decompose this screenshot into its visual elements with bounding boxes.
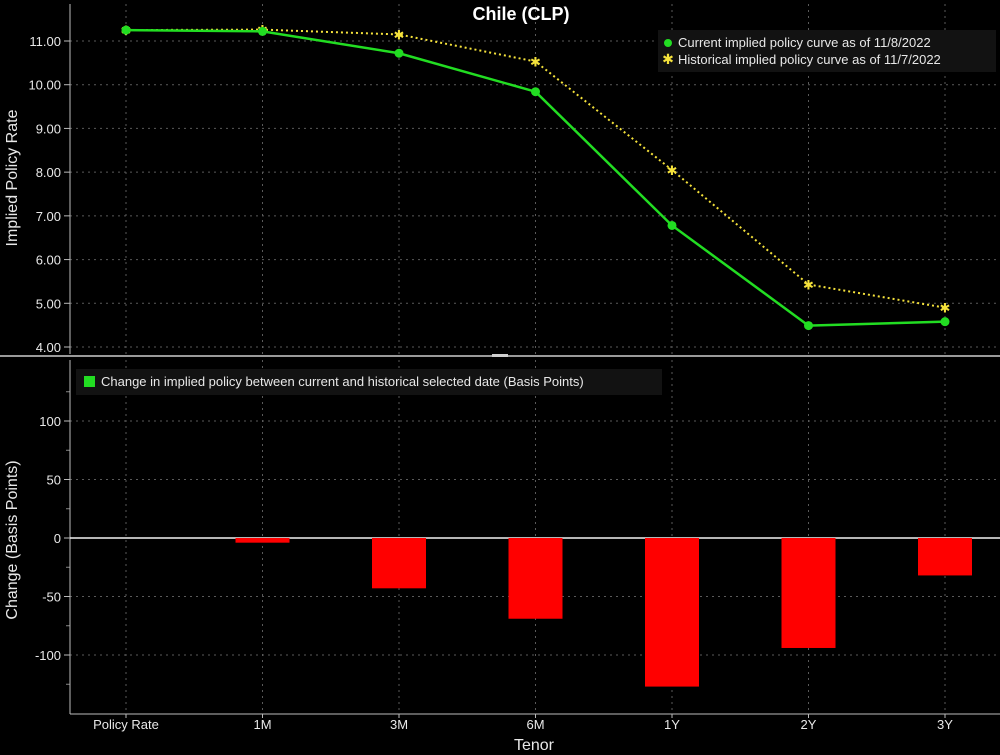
panel-divider-handle[interactable]: [492, 354, 508, 357]
top-y-axis-label: Implied Policy Rate: [4, 109, 21, 246]
legend-marker-change: [84, 376, 95, 387]
legend-label-change: Change in implied policy between current…: [101, 374, 584, 389]
point-historical: ✱: [667, 164, 678, 179]
point-historical: ✱: [803, 278, 814, 293]
top-y-tick-label: 5.00: [36, 296, 61, 311]
bottom-y-ticks: 100 50 0 -50 -100: [35, 360, 71, 714]
top-legend-box: [658, 30, 996, 72]
bottom-y-tick-label: 0: [54, 531, 61, 546]
top-legend: Current implied policy curve as of 11/8/…: [658, 30, 996, 72]
top-y-ticks: 11.00 10.00 9.00 8.00 7.00 6.00 5.00 4.00: [28, 4, 71, 355]
x-tick-label: 1Y: [664, 717, 680, 732]
x-tick-label: 3M: [390, 717, 408, 732]
top-y-tick-label: 8.00: [36, 165, 61, 180]
x-tick-label: 2Y: [801, 717, 817, 732]
bar: [645, 538, 699, 687]
top-y-tick-label: 6.00: [36, 253, 61, 268]
point-current: [258, 26, 267, 36]
x-axis-label: Tenor: [514, 737, 555, 754]
top-y-tick-label: 9.00: [36, 121, 61, 136]
point-historical: ✱: [530, 56, 541, 71]
bar: [235, 538, 290, 543]
point-historical: ✱: [394, 28, 405, 43]
x-tick-label: Policy Rate: [93, 717, 159, 732]
bottom-gridlines: [70, 360, 1000, 712]
bar: [508, 538, 563, 619]
bar: [372, 538, 426, 589]
bottom-y-tick-label: -100: [35, 648, 61, 663]
point-current: [121, 25, 131, 35]
bar: [781, 538, 836, 648]
bottom-legend-box: [76, 369, 662, 395]
x-tick-label: 3Y: [937, 717, 953, 732]
x-axis-ticks: Policy Rate 1M 3M 6M 1Y 2Y 3Y: [70, 713, 1000, 732]
legend-label-current: Current implied policy curve as of 11/8/…: [678, 35, 931, 50]
top-y-tick-label: 10.00: [28, 78, 61, 93]
x-tick-label: 1M: [253, 717, 271, 732]
legend-marker-historical: ✱: [662, 52, 674, 68]
bottom-y-tick-label: 100: [39, 414, 61, 429]
point-current: [940, 317, 950, 327]
legend-marker-current: [664, 39, 672, 47]
top-y-tick-label: 4.00: [36, 340, 61, 355]
point-current: [394, 48, 404, 58]
chart-title: Chile (CLP): [473, 4, 570, 24]
top-y-tick-label: 7.00: [36, 209, 61, 224]
point-current: [667, 220, 677, 230]
legend-label-historical: Historical implied policy curve as of 11…: [678, 52, 941, 67]
bottom-y-tick-label: 50: [47, 473, 61, 488]
bottom-bars: [235, 538, 972, 687]
bottom-y-tick-label: -50: [42, 590, 61, 605]
point-current: [804, 321, 813, 331]
bottom-legend: Change in implied policy between current…: [76, 369, 662, 395]
point-historical: ✱: [940, 302, 951, 317]
bottom-y-axis-label: Change (Basis Points): [4, 460, 21, 619]
bar: [918, 538, 972, 576]
point-current: [531, 87, 540, 97]
top-series: ✱✱✱✱✱✱✱: [121, 24, 951, 331]
top-y-tick-label: 11.00: [29, 34, 61, 49]
x-tick-label: 6M: [526, 717, 544, 732]
bottom-panel: 100 50 0 -50 -100 Change (Basis Points) Chan…: [4, 360, 1000, 714]
top-panel: 11.00 10.00 9.00 8.00 7.00 6.00 5.00 4.00 ✱ ✱ ✱ ✱ ✱…: [4, 4, 1000, 355]
